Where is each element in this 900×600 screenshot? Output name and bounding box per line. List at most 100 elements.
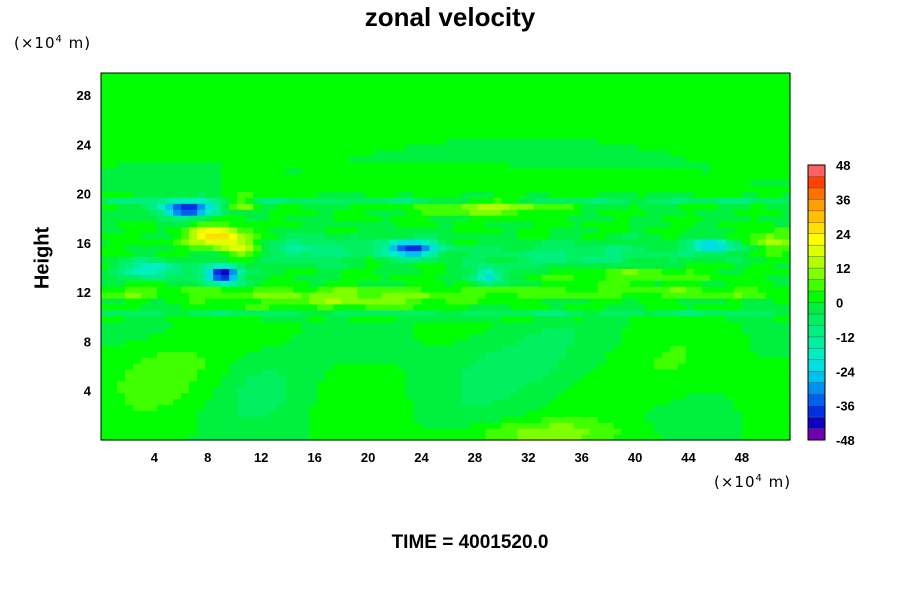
heatmap-cell [373, 161, 383, 169]
heatmap-cell [469, 197, 479, 204]
heatmap-cell [565, 327, 575, 335]
heatmap-cell [565, 392, 575, 400]
heatmap-cell [229, 203, 238, 210]
heatmap-cell [677, 173, 687, 181]
heatmap-cell [445, 386, 455, 394]
heatmap-cell [149, 339, 158, 346]
heatmap-cell [581, 410, 591, 417]
heatmap-cell [381, 292, 391, 299]
heatmap-cell [429, 209, 439, 216]
heatmap-cell [717, 274, 727, 281]
heatmap-cell [157, 333, 166, 340]
heatmap-cell [541, 434, 551, 441]
heatmap-cell [429, 368, 439, 376]
heatmap-cell [365, 315, 374, 323]
heatmap-cell [245, 321, 254, 329]
heatmap-cell [221, 191, 230, 198]
heatmap-cell [589, 392, 599, 400]
heatmap-cell [397, 380, 407, 388]
heatmap-cell [165, 179, 174, 187]
heatmap-cell [117, 357, 126, 364]
heatmap-cell [453, 126, 463, 133]
heatmap-cell [269, 114, 278, 121]
heatmap-cell [709, 114, 719, 121]
heatmap-cell [229, 280, 238, 287]
heatmap-cell [557, 144, 567, 151]
heatmap-cell [629, 297, 639, 305]
heatmap-cell [309, 256, 318, 264]
heatmap-cell [485, 138, 495, 145]
heatmap-cell [317, 386, 326, 394]
heatmap-cell [413, 167, 423, 175]
heatmap-cell [277, 280, 286, 287]
heatmap-cell [189, 126, 198, 133]
heatmap-cell [157, 434, 166, 441]
heatmap-cell [221, 114, 230, 121]
heatmap-cell [581, 286, 591, 293]
heatmap-cell [189, 309, 198, 317]
heatmap-cell [309, 161, 318, 169]
heatmap-cell [469, 144, 479, 151]
heatmap-cell [605, 374, 615, 382]
heatmap-cell [517, 292, 527, 299]
heatmap-cell [741, 220, 751, 228]
heatmap-cell [781, 191, 791, 198]
heatmap-cell [261, 280, 270, 287]
heatmap-cell [125, 96, 134, 104]
heatmap-cell [613, 368, 623, 376]
heatmap-cell [613, 434, 623, 441]
heatmap-cell [365, 220, 374, 228]
heatmap-cell [717, 392, 727, 400]
heatmap-cell [725, 120, 735, 127]
heatmap-cell [757, 256, 767, 264]
heatmap-cell [349, 380, 358, 388]
heatmap-cell [301, 209, 310, 216]
heatmap-cell [597, 102, 607, 110]
heatmap-cell [757, 315, 767, 323]
heatmap-cell [181, 155, 190, 163]
heatmap-cell [429, 434, 439, 441]
heatmap-cell [757, 167, 767, 175]
heatmap-cell [317, 244, 326, 252]
heatmap-cell [253, 410, 262, 417]
heatmap-cell [493, 179, 503, 187]
heatmap-cell [341, 416, 350, 423]
heatmap-cell [677, 280, 687, 287]
heatmap-cell [669, 315, 679, 323]
heatmap-cell [341, 102, 350, 110]
heatmap-cell [197, 197, 206, 204]
heatmap-cell [437, 422, 447, 429]
heatmap-cell [205, 333, 214, 340]
heatmap-cell [725, 256, 735, 264]
heatmap-cell [341, 209, 350, 216]
heatmap-cell [725, 167, 735, 175]
heatmap-cell [757, 297, 767, 305]
heatmap-cell [501, 96, 511, 104]
heatmap-cell [245, 96, 254, 104]
heatmap-cell [213, 232, 222, 240]
heatmap-cell [437, 232, 447, 240]
heatmap-cell [365, 215, 374, 222]
heatmap-cell [485, 374, 495, 382]
heatmap-cell [229, 374, 238, 382]
heatmap-cell [749, 203, 759, 210]
heatmap-cell [701, 138, 711, 145]
heatmap-cell [749, 309, 759, 317]
heatmap-cell [141, 292, 150, 299]
heatmap-cell [413, 191, 423, 198]
heatmap-cell [245, 197, 254, 204]
heatmap-cell [533, 173, 543, 181]
heatmap-cell [613, 197, 623, 204]
heatmap-cell [437, 220, 447, 228]
heatmap-cell [605, 220, 615, 228]
heatmap-cell [645, 114, 655, 121]
heatmap-cell [333, 256, 342, 264]
heatmap-cell [685, 238, 695, 246]
heatmap-cell [413, 292, 423, 299]
heatmap-cell [173, 185, 182, 192]
heatmap-cell [461, 203, 471, 210]
heatmap-cell [541, 333, 551, 340]
heatmap-cell [765, 102, 775, 110]
heatmap-cell [301, 386, 310, 394]
heatmap-cell [701, 114, 711, 121]
